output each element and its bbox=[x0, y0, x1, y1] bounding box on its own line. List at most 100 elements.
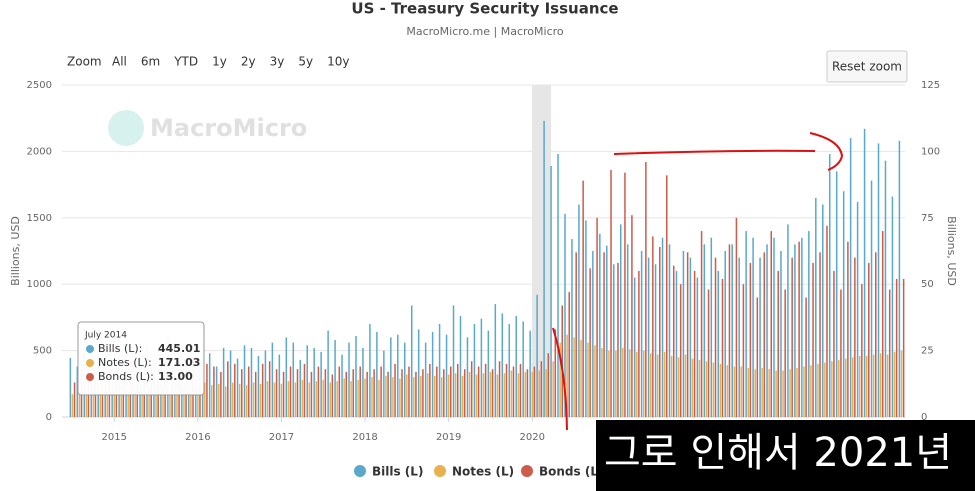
y-tick-label: 1500 bbox=[27, 213, 52, 224]
bar bbox=[798, 241, 800, 417]
bar bbox=[665, 175, 668, 417]
bar bbox=[215, 366, 218, 417]
bar bbox=[470, 361, 473, 417]
reset-zoom-label[interactable]: Reset zoom bbox=[832, 60, 902, 74]
bar bbox=[703, 244, 706, 417]
zoom-button[interactable]: YTD bbox=[173, 55, 198, 69]
bar bbox=[519, 363, 522, 417]
bar bbox=[69, 357, 72, 417]
bar bbox=[571, 239, 573, 417]
bar bbox=[670, 355, 673, 417]
bar bbox=[691, 358, 694, 417]
bar bbox=[431, 332, 434, 417]
bar bbox=[763, 252, 766, 417]
bar bbox=[679, 284, 682, 417]
bar bbox=[301, 379, 304, 417]
bar bbox=[733, 366, 736, 417]
bar bbox=[717, 270, 720, 417]
zoom-button[interactable]: 6m bbox=[141, 55, 160, 69]
bar bbox=[610, 169, 612, 417]
bar bbox=[719, 363, 722, 417]
legend-label[interactable]: Bonds (L) bbox=[539, 465, 603, 479]
bar bbox=[895, 278, 898, 417]
bar bbox=[176, 383, 178, 417]
tooltip-title: July 2014 bbox=[84, 331, 127, 341]
bar bbox=[868, 262, 870, 417]
zoom-button[interactable]: 10y bbox=[327, 55, 349, 69]
annotation-stroke bbox=[552, 327, 568, 431]
bar bbox=[475, 374, 478, 417]
bar bbox=[334, 339, 336, 417]
bar bbox=[397, 334, 399, 417]
bar bbox=[810, 365, 812, 417]
zoom-button[interactable]: All bbox=[112, 55, 127, 69]
bar bbox=[770, 231, 773, 417]
legend-label[interactable]: Bills (L) bbox=[372, 465, 423, 479]
legend-label[interactable]: Notes (L) bbox=[452, 465, 514, 479]
bar bbox=[784, 289, 786, 417]
bar bbox=[822, 204, 824, 417]
bar bbox=[287, 381, 290, 417]
bar bbox=[796, 367, 798, 417]
bar bbox=[489, 371, 492, 417]
bar bbox=[491, 369, 494, 417]
bar bbox=[847, 241, 849, 417]
bar bbox=[817, 363, 819, 417]
bar bbox=[433, 375, 436, 417]
bar bbox=[461, 375, 464, 417]
bar bbox=[898, 140, 901, 417]
bar bbox=[842, 191, 845, 417]
bar bbox=[357, 379, 359, 417]
bar bbox=[162, 386, 164, 417]
bar bbox=[331, 374, 334, 417]
bar bbox=[724, 251, 726, 417]
bar bbox=[422, 369, 424, 417]
bar bbox=[613, 264, 615, 417]
bar bbox=[424, 342, 427, 417]
bar bbox=[891, 196, 894, 417]
zoom-button[interactable]: 3y bbox=[270, 55, 285, 69]
zoom-button[interactable]: 1y bbox=[212, 55, 227, 69]
bar bbox=[294, 382, 297, 417]
y2-tick-label: 75 bbox=[921, 213, 934, 224]
bar bbox=[278, 354, 281, 417]
bar bbox=[417, 329, 420, 417]
bar bbox=[236, 358, 239, 417]
bar bbox=[208, 353, 211, 417]
zoom-button[interactable]: 5y bbox=[298, 55, 313, 69]
y2-tick-label: 50 bbox=[921, 279, 934, 290]
bar bbox=[642, 350, 645, 417]
reset-zoom-button[interactable] bbox=[826, 50, 908, 83]
bar bbox=[773, 237, 775, 417]
bar bbox=[183, 387, 185, 417]
x-tick-label: 2018 bbox=[352, 432, 377, 443]
bar bbox=[638, 270, 640, 417]
bar bbox=[505, 363, 508, 417]
bar bbox=[756, 297, 759, 417]
bar bbox=[364, 378, 366, 417]
bar bbox=[879, 353, 882, 417]
bar bbox=[587, 342, 589, 417]
bar bbox=[573, 337, 575, 417]
bar bbox=[517, 373, 520, 417]
bar bbox=[487, 330, 490, 417]
x-tick-label: 2020 bbox=[520, 432, 545, 443]
bar bbox=[686, 252, 689, 417]
bar bbox=[738, 257, 740, 417]
bar bbox=[366, 371, 368, 417]
bar bbox=[543, 120, 545, 417]
bar bbox=[480, 318, 483, 417]
bar bbox=[752, 237, 754, 417]
bar bbox=[373, 369, 375, 417]
bar bbox=[622, 347, 624, 417]
zoom-button[interactable]: 2y bbox=[241, 55, 256, 69]
bar bbox=[313, 347, 315, 417]
bar bbox=[268, 361, 271, 417]
bar bbox=[742, 284, 745, 417]
bar bbox=[585, 220, 587, 417]
bar bbox=[310, 371, 313, 417]
bar bbox=[689, 257, 692, 417]
bar bbox=[808, 231, 810, 417]
bar bbox=[371, 377, 373, 417]
bar bbox=[886, 354, 889, 417]
